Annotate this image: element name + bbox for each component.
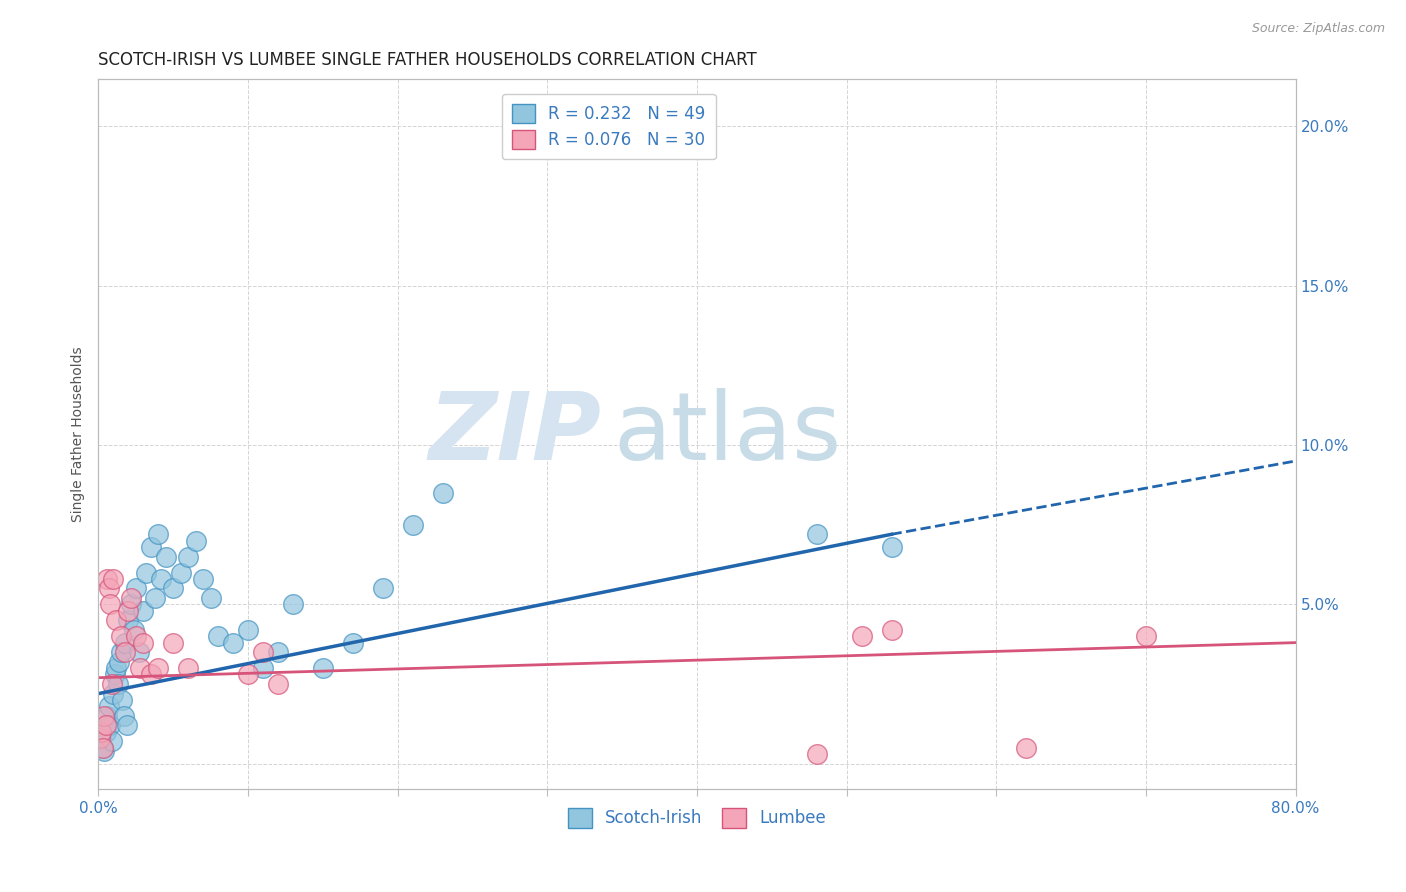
Point: [155, 549, 177, 564]
Point: [96, 572, 118, 586]
Point: [114, 635, 136, 649]
Point: [120, 591, 142, 605]
Point: [342, 635, 364, 649]
Point: [193, 572, 215, 586]
Point: [100, 718, 122, 732]
Point: [91, 740, 114, 755]
Point: [125, 629, 148, 643]
Point: [222, 635, 245, 649]
Text: ZIP: ZIP: [429, 388, 602, 480]
Point: [117, 613, 139, 627]
Point: [880, 540, 903, 554]
Point: [139, 667, 162, 681]
Point: [93, 744, 115, 758]
Point: [806, 747, 828, 761]
Point: [103, 572, 125, 586]
Point: [129, 661, 152, 675]
Point: [105, 661, 128, 675]
Point: [1135, 629, 1157, 643]
Point: [312, 661, 335, 675]
Point: [91, 740, 114, 755]
Point: [806, 527, 828, 541]
Point: [117, 604, 139, 618]
Point: [184, 533, 207, 548]
Point: [108, 655, 131, 669]
Point: [150, 572, 173, 586]
Text: SCOTCH-IRISH VS LUMBEE SINGLE FATHER HOUSEHOLDS CORRELATION CHART: SCOTCH-IRISH VS LUMBEE SINGLE FATHER HOU…: [98, 51, 758, 69]
Point: [162, 635, 184, 649]
Point: [148, 661, 170, 675]
Point: [110, 645, 132, 659]
Point: [880, 623, 903, 637]
Point: [124, 623, 146, 637]
Point: [252, 661, 274, 675]
Point: [177, 549, 200, 564]
Y-axis label: Single Father Households: Single Father Households: [72, 346, 86, 522]
Point: [139, 540, 162, 554]
Point: [111, 693, 134, 707]
Point: [371, 582, 394, 596]
Point: [103, 687, 125, 701]
Point: [94, 724, 117, 739]
Point: [132, 635, 155, 649]
Point: [90, 731, 112, 746]
Point: [105, 613, 128, 627]
Point: [101, 677, 124, 691]
Point: [402, 517, 425, 532]
Point: [432, 486, 454, 500]
Point: [851, 629, 873, 643]
Point: [281, 598, 304, 612]
Point: [148, 527, 170, 541]
Point: [100, 598, 122, 612]
Point: [114, 645, 136, 659]
Point: [107, 677, 129, 691]
Point: [97, 699, 120, 714]
Point: [94, 718, 117, 732]
Point: [104, 667, 127, 681]
Point: [115, 718, 138, 732]
Point: [1015, 740, 1038, 755]
Point: [236, 667, 259, 681]
Point: [97, 582, 120, 596]
Point: [267, 677, 290, 691]
Point: [252, 645, 274, 659]
Point: [89, 731, 111, 746]
Point: [143, 591, 166, 605]
Point: [267, 645, 290, 659]
Point: [207, 629, 229, 643]
Point: [101, 734, 124, 748]
Point: [96, 709, 118, 723]
Text: Source: ZipAtlas.com: Source: ZipAtlas.com: [1251, 22, 1385, 36]
Point: [93, 709, 115, 723]
Legend: Scotch-Irish, Lumbee: Scotch-Irish, Lumbee: [561, 802, 832, 834]
Point: [110, 629, 132, 643]
Point: [177, 661, 200, 675]
Point: [200, 591, 222, 605]
Point: [170, 566, 193, 580]
Point: [135, 566, 157, 580]
Text: atlas: atlas: [613, 388, 841, 480]
Point: [162, 582, 184, 596]
Point: [128, 645, 150, 659]
Point: [132, 604, 155, 618]
Point: [125, 582, 148, 596]
Point: [236, 623, 259, 637]
Point: [90, 724, 112, 739]
Point: [112, 709, 135, 723]
Point: [120, 598, 142, 612]
